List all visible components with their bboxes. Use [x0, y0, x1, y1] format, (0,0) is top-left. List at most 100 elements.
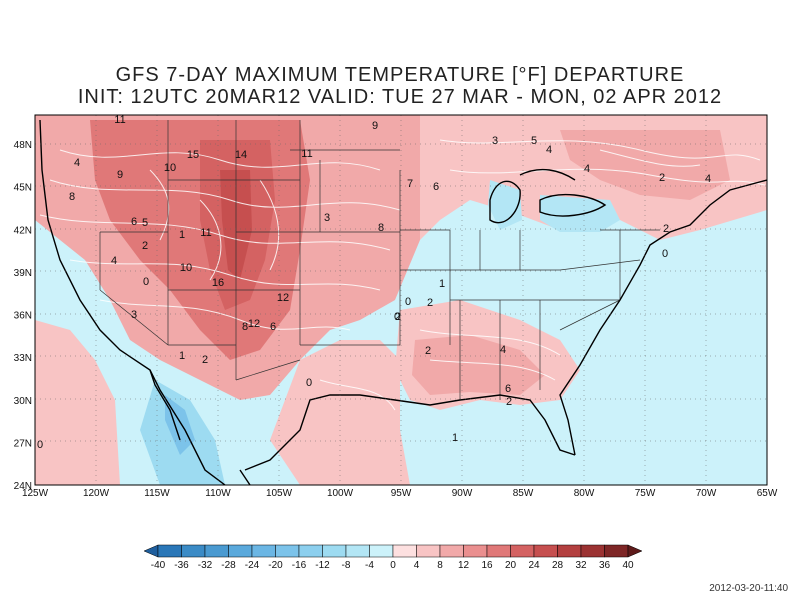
- contour-value: 6: [270, 321, 276, 333]
- contour-value: 2: [659, 172, 665, 184]
- longitude-label: 115W: [144, 488, 170, 499]
- contour-value: 4: [500, 344, 506, 356]
- coastlines: [39, 119, 767, 485]
- colorbar-label: 36: [599, 560, 611, 571]
- colorbar-label: 32: [575, 560, 587, 571]
- latitude-label: 45N: [14, 183, 32, 194]
- contour-value: 15: [187, 149, 199, 161]
- longitude-label: 120W: [83, 488, 110, 499]
- latitude-label: 39N: [14, 268, 32, 279]
- contour-value: 6: [433, 181, 439, 193]
- colorbar-swatch: [604, 544, 629, 558]
- colorbar-swatch: [486, 544, 511, 558]
- colorbar-label: 40: [622, 560, 634, 571]
- latitude-labels: 48N 45N 42N 39N 36N 33N 30N 27N 24N: [14, 140, 32, 492]
- contour-value: 9: [372, 120, 378, 132]
- contour-value: 4: [74, 157, 80, 169]
- contour-value: 2: [142, 240, 148, 252]
- colorbar-label: -40: [151, 560, 166, 571]
- colorbar-label: 12: [458, 560, 470, 571]
- colorbar-label: 16: [481, 560, 493, 571]
- contour-value: 9: [117, 169, 123, 181]
- contour-value: 2: [202, 354, 208, 366]
- contour-value: 8: [242, 321, 248, 333]
- latitude-label: 24N: [14, 481, 32, 492]
- contour-value: 7: [407, 178, 413, 190]
- contour-value: 12: [277, 292, 289, 304]
- colorbar-swatch: [533, 544, 558, 558]
- map-subtitle: INIT: 12UTC 20MAR12 VALID: TUE 27 MAR - …: [77, 86, 723, 108]
- contour-value: 16: [212, 277, 224, 289]
- colorbar-label: -12: [315, 560, 330, 571]
- colorbar-swatch: [204, 544, 229, 558]
- longitude-label: 70W: [696, 488, 717, 499]
- colorbar-swatch: [251, 544, 276, 558]
- longitude-label: 95W: [391, 488, 412, 499]
- contour-value: 8: [378, 222, 384, 234]
- colorbar-swatch: [557, 544, 582, 558]
- contour-value: 3: [324, 212, 330, 224]
- contour-value: 6: [505, 383, 511, 395]
- colorbar-swatch: [510, 544, 535, 558]
- contour-value: 1: [179, 229, 185, 241]
- longitude-label: 110W: [205, 488, 231, 499]
- colorbar-label: -24: [245, 560, 260, 571]
- colorbar-swatch: [181, 544, 206, 558]
- latitude-label: 48N: [14, 140, 32, 151]
- latitude-label: 36N: [14, 311, 32, 322]
- contour-value: 12: [248, 318, 260, 330]
- contour-value: 2: [425, 345, 431, 357]
- colorbar-label: -28: [221, 560, 236, 571]
- contour-value: 2: [395, 311, 401, 323]
- contour-value: 11: [301, 148, 312, 160]
- contour-value: 4: [705, 173, 711, 185]
- contour-value: 3: [131, 309, 137, 321]
- contour-value: 11: [114, 114, 125, 126]
- longitude-label: 100W: [327, 488, 354, 499]
- colorbar-max-arrow: [627, 544, 643, 558]
- latitude-label: 27N: [14, 438, 32, 449]
- contour-value: 4: [584, 163, 590, 175]
- contour-value: 1: [179, 350, 185, 362]
- contour-value: 10: [180, 262, 192, 274]
- colorbar-swatch: [157, 544, 182, 558]
- contour-value: 0: [143, 276, 149, 288]
- colorbar-label: 0: [390, 560, 396, 571]
- contour-value: 3: [492, 135, 498, 147]
- colorbar-min-arrow: [143, 544, 159, 558]
- colorbar-swatch: [228, 544, 253, 558]
- contour-value: 14: [235, 149, 247, 161]
- colorbar-label: 4: [414, 560, 420, 571]
- colorbar: -40 -36 -32 -28 -24 -20 -16 -12 -8 -4 0 4 8 12 16 20 24 2…: [143, 544, 643, 571]
- colorbar-swatch: [580, 544, 605, 558]
- latitude-label: 30N: [14, 396, 32, 407]
- map-title: GFS 7-DAY MAXIMUM TEMPERATURE [°F] DEPAR…: [115, 64, 685, 86]
- colorbar-swatch: [275, 544, 300, 558]
- contour-value: 10: [164, 162, 176, 174]
- longitude-label: 75W: [635, 488, 656, 499]
- state-borders: [99, 120, 660, 400]
- graticule: [35, 115, 767, 485]
- colorbar-label: -32: [198, 560, 213, 571]
- contour-value: 1: [452, 432, 458, 444]
- colorbar-swatch: [439, 544, 464, 558]
- colorbar-swatch: [298, 544, 323, 558]
- longitude-labels: 125W 120W 115W 110W 105W 100W 95W 90W 85W 80W 75W 7…: [22, 488, 778, 499]
- plot-frame: [34, 114, 768, 486]
- contour-value: 6: [131, 216, 137, 228]
- contour-value: 2: [663, 223, 669, 235]
- longitude-label: 80W: [574, 488, 595, 499]
- contour-value: 5: [142, 217, 148, 229]
- contour-value: 2: [427, 297, 433, 309]
- colorbar-swatch: [322, 544, 347, 558]
- colorbar-swatch: [463, 544, 488, 558]
- contour-value: 1: [439, 278, 445, 290]
- longitude-label: 65W: [757, 488, 778, 499]
- timestamp: 2012-03-20-11:40: [709, 583, 788, 594]
- colorbar-label: -36: [174, 560, 189, 571]
- contour-value: 4: [111, 255, 117, 267]
- longitude-label: 105W: [266, 488, 293, 499]
- colorbar-label: 24: [528, 560, 540, 571]
